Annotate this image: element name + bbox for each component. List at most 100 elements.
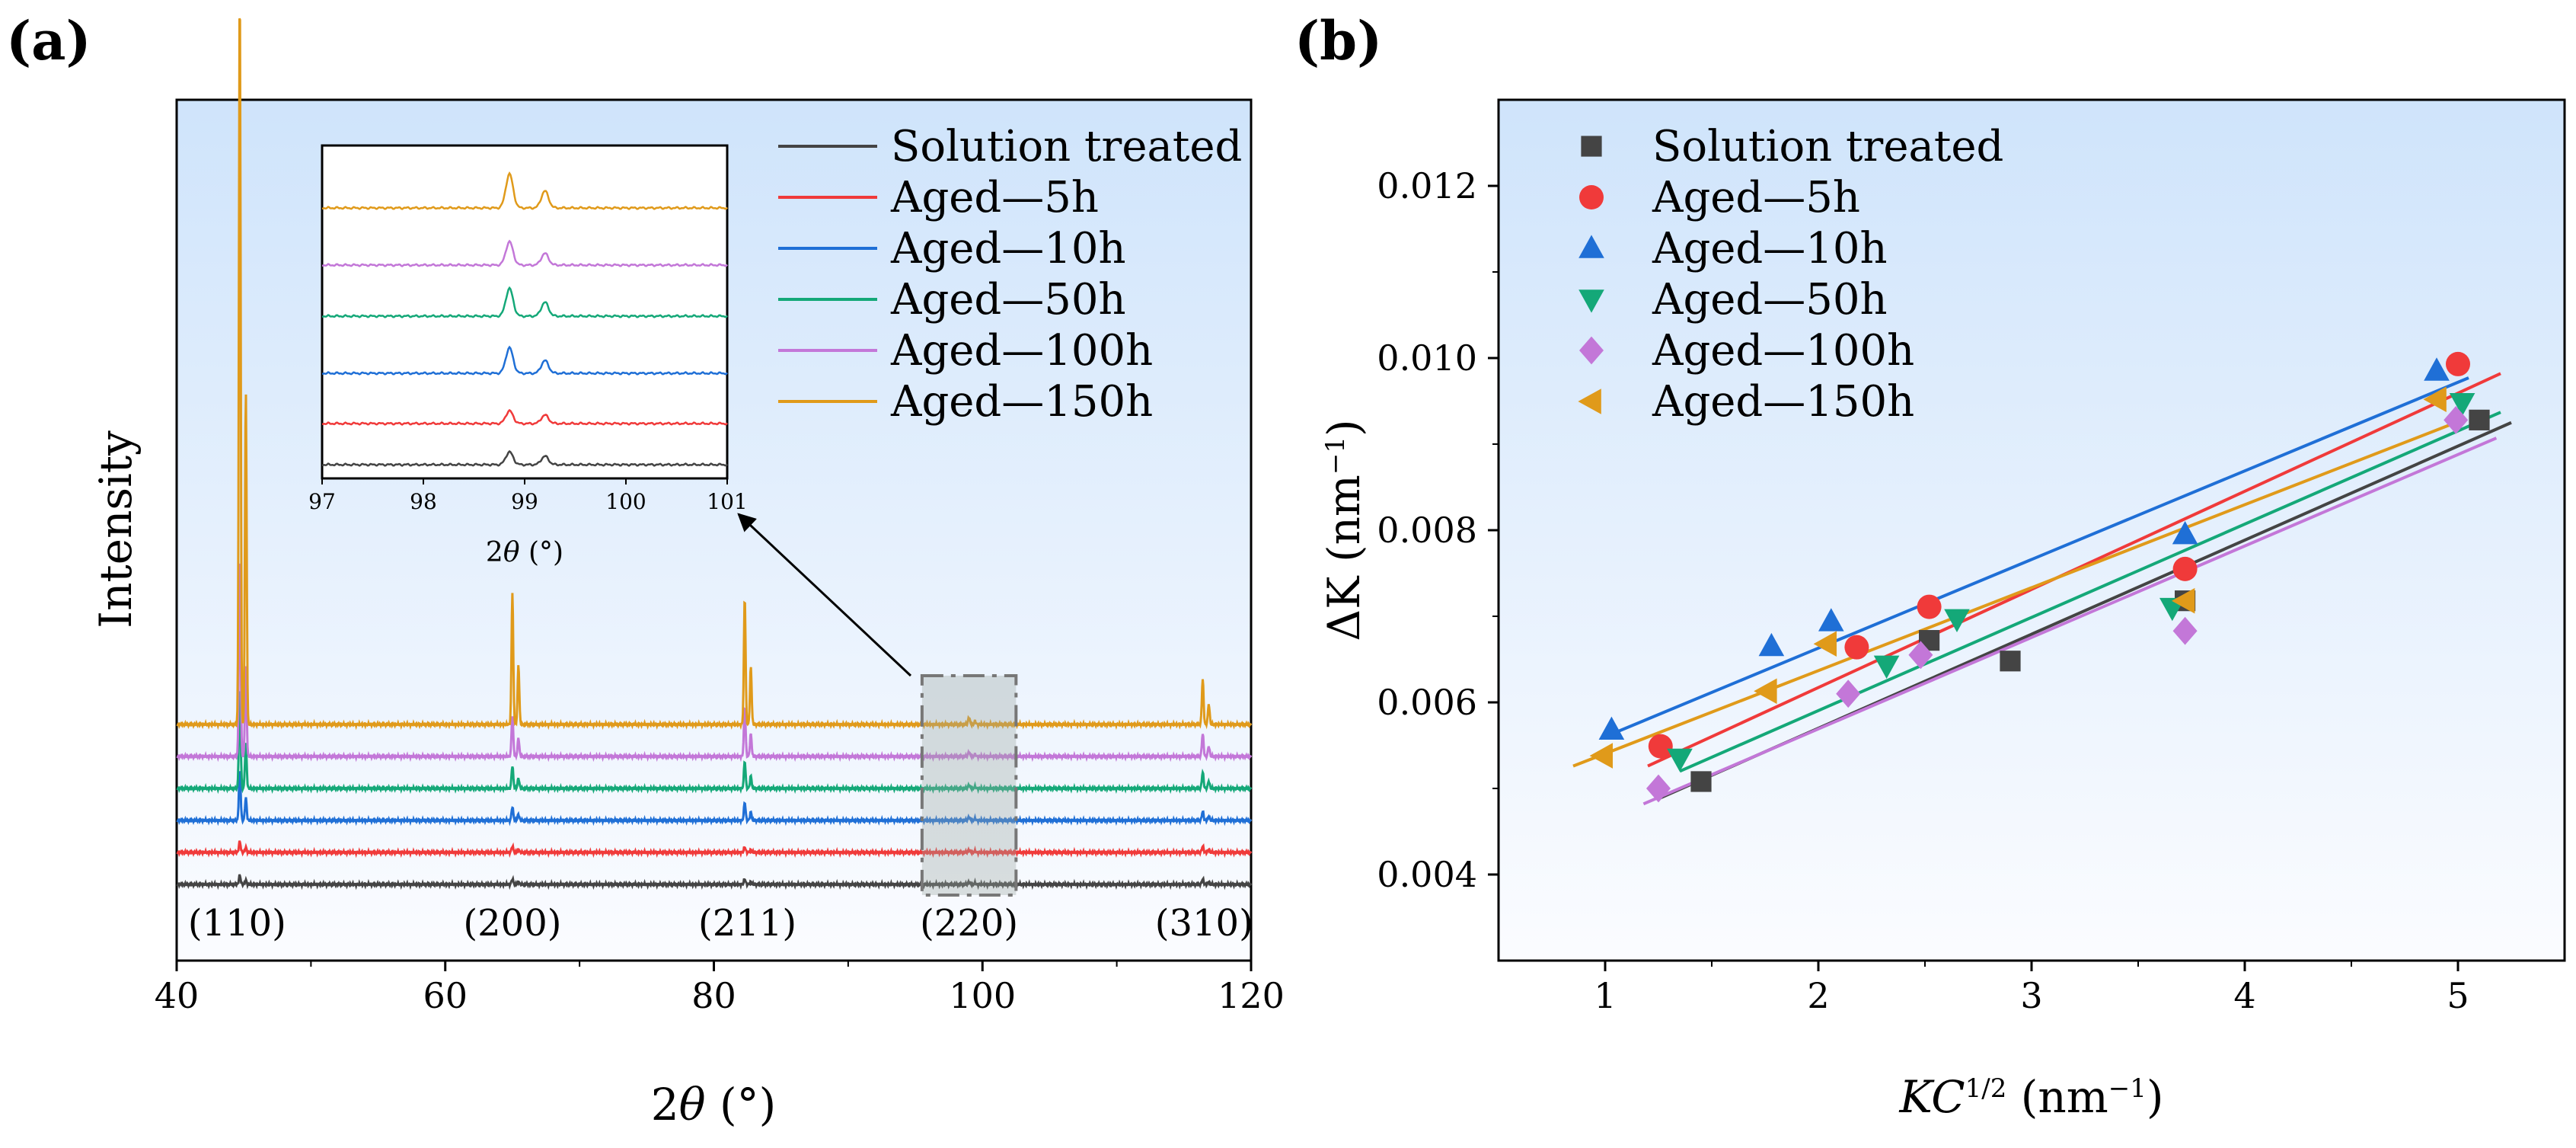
b-legend-label: Aged—50h (1652, 275, 1888, 325)
panel-a-inset: 97 98 99 100 101 2θ (°) (308, 144, 748, 568)
inset-pattern-aged-5h (321, 408, 728, 426)
inset-tick-label: 97 (308, 489, 336, 514)
a-x-tick-label: 80 (691, 975, 736, 1016)
panel-b-ticks: 1 2 3 4 5 0.004 0.006 0.008 0.010 0.012 (1377, 165, 2469, 1016)
b-point-aged-100h (2172, 616, 2198, 645)
b-legend-label: Aged—150h (1652, 377, 1914, 427)
b-y-tick-label: 0.008 (1377, 510, 1477, 551)
b-point-aged-100h (2444, 406, 2469, 434)
panel-a-x-axis-title: 2θ (°) (651, 1079, 777, 1130)
a-peak-label: (200) (463, 902, 561, 945)
a-legend-label: Aged—50h (890, 275, 1126, 325)
a-x-tick-label: 60 (423, 975, 468, 1016)
panel-a: (a) 40 60 80 100 120 (110) (200) (211) (220) (31… (6, 9, 1285, 1130)
b-legend-label: Aged—5h (1652, 173, 1860, 222)
b-legend-label: Aged—10h (1652, 224, 1888, 273)
inset-pattern-aged-50h (321, 286, 728, 318)
a-pattern-solution-treated (176, 874, 1253, 891)
b-point-aged-5h (1648, 734, 1673, 759)
b-point-aged-10h (1758, 632, 1785, 657)
b-point-solution-treated (2000, 651, 2021, 672)
inset-pattern-solution-treated (321, 449, 728, 467)
inset-pattern-aged-150h (321, 171, 728, 210)
a-legend-label: Aged—150h (890, 377, 1153, 427)
inset-x-axis-title: 2θ (°) (486, 537, 563, 568)
b-point-aged-50h (1667, 748, 1693, 772)
b-point-aged-5h (1917, 594, 1942, 619)
b-legend-marker (1579, 336, 1604, 365)
b-x-tick-label: 5 (2447, 975, 2469, 1016)
a-peak-label: (220) (920, 902, 1018, 945)
b-point-aged-10h (2172, 521, 2198, 545)
b-x-tick-label: 2 (1807, 975, 1829, 1016)
panel-b-plot-background (1499, 100, 2565, 961)
inset-tick-label: 98 (410, 489, 437, 514)
a-x-tick-label: 40 (155, 975, 200, 1016)
inset-frame (321, 144, 729, 480)
inset-tick-label: 100 (605, 489, 646, 514)
a-legend-label: Aged—100h (890, 326, 1153, 376)
panel-a-highlight-box (920, 674, 1018, 897)
b-point-aged-100h (1836, 680, 1861, 708)
b-legend-marker (1579, 185, 1604, 209)
b-y-tick-label: 0.004 (1377, 854, 1477, 895)
b-point-aged-5h (1844, 635, 1869, 660)
panel-b-fit-lines (1572, 372, 2512, 806)
b-point-aged-150h (1813, 631, 1837, 657)
a-pattern-aged-100h (176, 563, 1253, 763)
b-legend-marker (1578, 389, 1601, 414)
a-pattern-aged-50h (176, 691, 1253, 795)
b-fit-aged-100h (1642, 436, 2498, 806)
panel-a-label: (a) (6, 9, 91, 72)
b-y-tick-label: 0.010 (1377, 337, 1477, 379)
b-x-tick-label: 3 (2020, 975, 2042, 1016)
b-point-aged-10h (1818, 608, 1844, 632)
panel-a-y-axis-title: Intensity (90, 430, 142, 628)
panel-b-x-axis-title: KC1/2 (nm−1) (1898, 1071, 2163, 1123)
panel-a-x-ticks: 40 60 80 100 120 (155, 961, 1285, 1016)
a-pattern-aged-10h (176, 771, 1253, 827)
b-point-aged-5h (2172, 556, 2198, 581)
inset-patterns (321, 171, 728, 467)
b-point-solution-treated (1690, 771, 1712, 792)
b-legend-label: Solution treated (1652, 122, 2003, 171)
b-point-aged-50h (1944, 609, 1970, 632)
a-legend-label: Aged—10h (890, 224, 1126, 273)
b-point-aged-10h (1598, 716, 1625, 740)
panel-b-y-axis-title: ΔK (nm−1) (1318, 419, 1370, 641)
inset-pattern-aged-10h (321, 345, 728, 376)
a-x-tick-label: 100 (949, 975, 1016, 1016)
panel-a-legend: Solution treatedAged—5hAged—10hAged—50hA… (778, 122, 1242, 427)
a-peak-label: (110) (188, 902, 286, 945)
b-fit-aged-150h (1572, 420, 2459, 768)
b-legend-marker (1578, 289, 1604, 313)
a-peak-label: (211) (698, 902, 796, 945)
panel-a-zoom-arrow (737, 513, 912, 677)
b-point-aged-100h (1646, 774, 1671, 803)
b-legend-marker (1581, 136, 1602, 157)
b-point-aged-100h (1908, 641, 1933, 670)
a-x-tick-label: 120 (1218, 975, 1285, 1016)
b-legend-label: Aged—100h (1652, 326, 1914, 376)
b-fit-aged-50h (1679, 411, 2501, 773)
b-x-tick-label: 4 (2233, 975, 2255, 1016)
b-legend-marker (1578, 235, 1604, 258)
panel-b: (b) 1 2 3 4 5 0.004 0.006 0.008 0.010 0.012 Solut… (1294, 9, 2566, 1123)
a-peak-label: (310) (1155, 902, 1253, 945)
panel-b-legend: Solution treatedAged—5hAged—10hAged—50hA… (1578, 122, 2003, 427)
panel-a-xrd-patterns (176, 18, 1253, 891)
b-point-aged-50h (2449, 393, 2475, 417)
inset-x-ticks: 97 98 99 100 101 (308, 478, 748, 514)
panel-b-data-points (1589, 351, 2490, 803)
b-point-aged-150h (2172, 587, 2195, 614)
b-point-aged-150h (1589, 743, 1613, 769)
b-point-aged-150h (2423, 386, 2447, 412)
b-point-aged-150h (1754, 678, 1777, 705)
b-point-aged-50h (1873, 655, 1900, 679)
panel-a-peak-labels: (110) (200) (211) (220) (310) (188, 902, 1253, 945)
panel-b-label: (b) (1294, 9, 1382, 72)
b-point-solution-treated (2469, 409, 2490, 430)
b-fit-aged-10h (1600, 376, 2469, 740)
a-legend-label: Solution treated (891, 122, 1242, 171)
